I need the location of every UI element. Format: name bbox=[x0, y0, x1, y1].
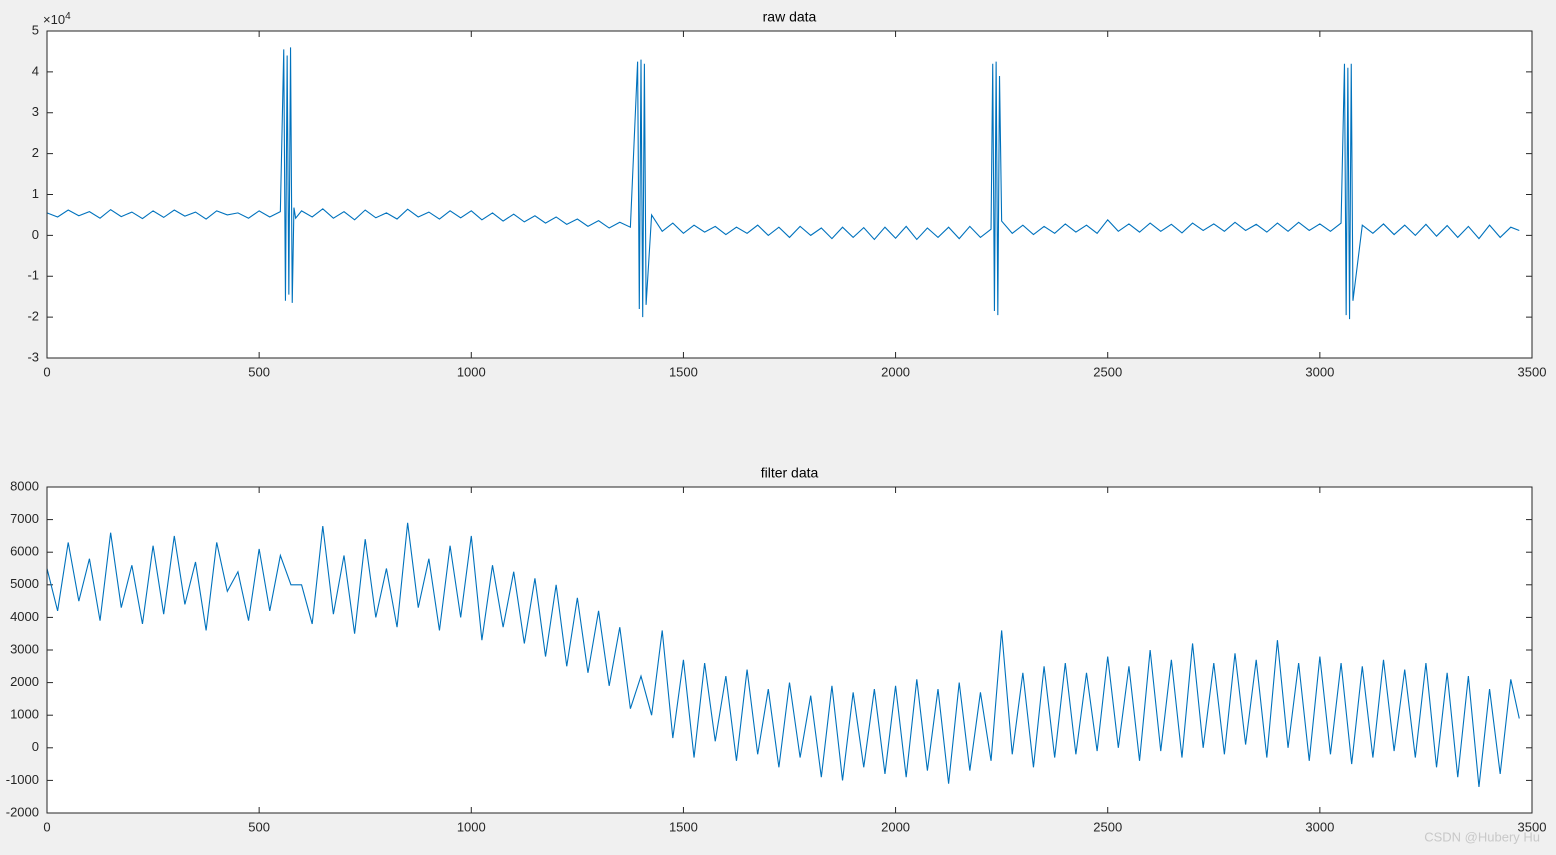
y-tick-label: 8000 bbox=[10, 478, 39, 493]
x-tick-label: 500 bbox=[248, 364, 270, 379]
y-exponent-label: ×104 bbox=[43, 11, 71, 28]
y-tick-label: 7000 bbox=[10, 511, 39, 526]
x-tick-label: 1500 bbox=[669, 364, 698, 379]
chart-title: raw data bbox=[763, 9, 817, 25]
axes-frame bbox=[46, 30, 1533, 359]
y-tick-label: -3 bbox=[27, 349, 39, 364]
x-tick-label: 0 bbox=[43, 364, 50, 379]
y-tick-label: 5 bbox=[32, 22, 39, 37]
data-line bbox=[46, 47, 1520, 320]
y-tick-label: -1000 bbox=[6, 772, 39, 787]
y-tick-label: 6000 bbox=[10, 544, 39, 559]
x-tick-label: 3000 bbox=[1305, 364, 1334, 379]
y-tick-label: 0 bbox=[32, 227, 39, 242]
x-tick-label: 2500 bbox=[1093, 819, 1122, 834]
y-tick-label: -2 bbox=[27, 309, 39, 324]
x-tick-label: 1000 bbox=[457, 819, 486, 834]
y-tick-label: 1000 bbox=[10, 707, 39, 722]
y-tick-label: 2000 bbox=[10, 674, 39, 689]
x-tick-label: 3000 bbox=[1305, 819, 1334, 834]
y-tick-label: 3000 bbox=[10, 641, 39, 656]
data-line bbox=[46, 522, 1520, 787]
x-tick-label: 2000 bbox=[881, 819, 910, 834]
x-tick-label: 1000 bbox=[457, 364, 486, 379]
x-tick-label: 1500 bbox=[669, 819, 698, 834]
axes-background bbox=[47, 31, 1532, 358]
y-tick-label: 1 bbox=[32, 186, 39, 201]
x-tick-label: 2500 bbox=[1093, 364, 1122, 379]
y-tick-label: -2000 bbox=[6, 804, 39, 819]
y-tick-label: -1 bbox=[27, 268, 39, 283]
y-tick-label: 4000 bbox=[10, 609, 39, 624]
chart-title: filter data bbox=[761, 465, 819, 481]
x-tick-label: 3500 bbox=[1518, 364, 1547, 379]
x-tick-label: 2000 bbox=[881, 364, 910, 379]
y-tick-label: 5000 bbox=[10, 576, 39, 591]
x-tick-label: 3500 bbox=[1518, 819, 1547, 834]
y-tick-label: 2 bbox=[32, 145, 39, 160]
y-tick-label: 0 bbox=[32, 739, 39, 754]
y-exponent-base: ×10 bbox=[43, 12, 65, 27]
y-exponent: 4 bbox=[65, 11, 71, 22]
y-tick-label: 3 bbox=[32, 104, 39, 119]
y-tick-label: 4 bbox=[32, 63, 39, 78]
watermark: CSDN @Hubery Hu bbox=[1424, 829, 1540, 844]
x-tick-label: 500 bbox=[248, 819, 270, 834]
axes-background bbox=[47, 487, 1532, 813]
x-tick-label: 0 bbox=[43, 819, 50, 834]
axes-frame bbox=[46, 486, 1533, 814]
